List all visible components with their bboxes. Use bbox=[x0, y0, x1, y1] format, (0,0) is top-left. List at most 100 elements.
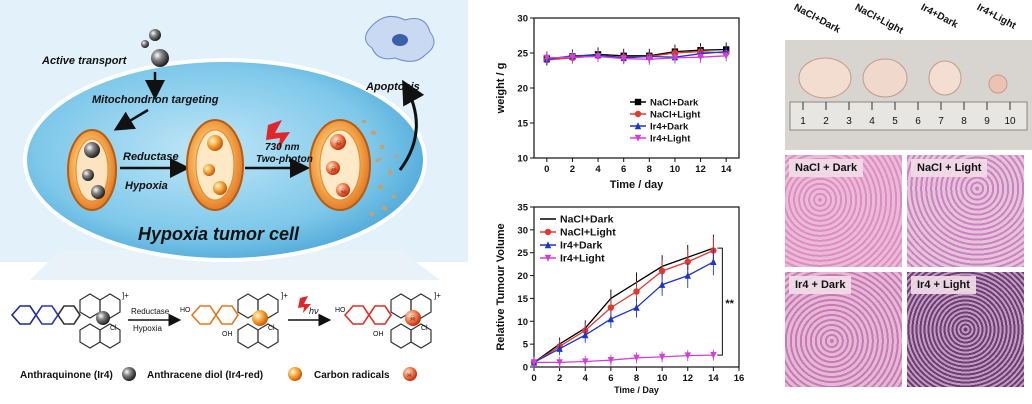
mitochondrion-1 bbox=[67, 129, 117, 211]
series-line-ir4-dark bbox=[533, 261, 714, 363]
x-tick-label: 2 bbox=[557, 373, 562, 384]
ruler-number: 2 bbox=[823, 116, 829, 127]
legend-entry-ir4-light: Ir4+Light bbox=[560, 253, 605, 265]
data-point bbox=[671, 54, 679, 62]
tumour-volume-chart: 0 5 10 15 20 25 30 35 0 2 4 6 8 10 12 14 16 Time / Day Rel… bbox=[495, 203, 744, 396]
svg-text:OH: OH bbox=[222, 331, 233, 338]
hypoxia-label: Hypoxia bbox=[125, 180, 168, 192]
x-tick-label: 12 bbox=[682, 373, 693, 384]
data-point bbox=[684, 352, 691, 360]
apoptosis-label: Apoptosis bbox=[365, 81, 420, 93]
data-point bbox=[569, 54, 576, 61]
series-line-ir4-light bbox=[534, 354, 714, 364]
x-tick-label: 0 bbox=[544, 164, 549, 175]
data-point bbox=[582, 331, 589, 339]
mito-targeting-label: Mitochondrion targeting bbox=[92, 94, 219, 106]
light-bolt-icon bbox=[266, 120, 290, 150]
tumor-ir4-light bbox=[988, 74, 1008, 94]
tumor-label-nacl-light: NaCl+Light bbox=[852, 2, 905, 37]
x-tick-label: 6 bbox=[621, 164, 626, 175]
data-point bbox=[658, 267, 666, 275]
series-line-nacl-dark bbox=[533, 247, 714, 363]
legend-marker bbox=[544, 241, 552, 249]
ruler-number: 5 bbox=[892, 116, 898, 127]
legend-orange-ball-icon bbox=[288, 367, 302, 381]
legend-entry-nacl-dark: NaCl+Dark bbox=[650, 98, 699, 109]
molecule-icon bbox=[149, 29, 161, 41]
targeting-arrow bbox=[113, 108, 149, 131]
ir-center-grey bbox=[96, 311, 110, 325]
ruler-number: 6 bbox=[915, 116, 921, 127]
legend-marker bbox=[634, 98, 642, 106]
two-photon-label: Two-photon bbox=[256, 154, 313, 165]
y-tick-label: 20 bbox=[517, 84, 528, 95]
scheme-hv: hν bbox=[309, 306, 319, 316]
data-point bbox=[620, 55, 627, 63]
svg-text:☠: ☠ bbox=[335, 139, 342, 148]
svg-text:OH: OH bbox=[373, 331, 384, 338]
ir4-structure bbox=[10, 305, 81, 325]
x-tick-label: 14 bbox=[721, 164, 732, 175]
significance-bracket bbox=[717, 247, 723, 356]
data-point bbox=[633, 288, 640, 295]
tumor-nacl-light bbox=[862, 58, 908, 98]
chemical-scheme: Cl ]+ Reductase Hypoxia HO OH Cl ]+ hν H… bbox=[10, 291, 441, 349]
svg-text:]+: ]+ bbox=[434, 291, 441, 300]
y-tick-label: 5 bbox=[523, 340, 529, 351]
svg-text:☠: ☠ bbox=[409, 314, 416, 323]
data-point bbox=[633, 303, 640, 311]
body-weight-chart: 10 15 20 25 30 0 2 4 6 8 10 12 14 Time / day weight / … bbox=[495, 14, 740, 191]
ruler-number: 10 bbox=[1004, 116, 1016, 127]
data-point bbox=[556, 345, 563, 352]
apoptotic-cell-icon bbox=[365, 15, 435, 62]
series-line-ir4-dark bbox=[546, 50, 727, 60]
legend-entry-ir4-dark: Ir4+Dark bbox=[650, 122, 689, 133]
data-point bbox=[722, 52, 730, 60]
ruler-number: 1 bbox=[800, 116, 806, 127]
legend-entry-nacl-light: NaCl+Light bbox=[560, 227, 616, 239]
data-point bbox=[646, 56, 653, 63]
legend-carbon-radicals: Carbon radicals bbox=[314, 370, 390, 381]
ruler-number: 9 bbox=[984, 116, 990, 127]
svg-text:HO: HO bbox=[180, 307, 191, 314]
x-tick-label: 14 bbox=[708, 373, 719, 384]
histology-label-ir4-light: Ir4 + Light bbox=[911, 276, 976, 294]
histology-label-ir4-dark: Ir4 + Dark bbox=[789, 276, 852, 294]
x-tick-label: 8 bbox=[634, 373, 639, 384]
x-axis-label: Time / Day bbox=[614, 385, 659, 395]
data-point bbox=[607, 304, 615, 311]
wavelength-label: 730 nm bbox=[265, 142, 300, 153]
legend-entry-ir4-dark: Ir4+Dark bbox=[560, 240, 602, 252]
significance-label: ** bbox=[725, 298, 734, 310]
svg-text:☠: ☠ bbox=[330, 165, 337, 174]
series-line-nacl-light bbox=[533, 249, 714, 363]
y-tick-label: 20 bbox=[517, 271, 528, 282]
svg-text:]+: ]+ bbox=[281, 291, 288, 300]
reductase-label: Reductase bbox=[123, 151, 179, 163]
y-axis-label: Relative Tumour Volume bbox=[495, 223, 507, 350]
legend-anthracene-diol: Anthracene diol (Ir4-red) bbox=[147, 370, 263, 381]
x-tick-label: 10 bbox=[657, 373, 668, 384]
x-tick-label: 10 bbox=[670, 164, 681, 175]
legend-marker bbox=[634, 134, 642, 142]
svg-text:Cl: Cl bbox=[110, 325, 117, 332]
y-tick-label: 35 bbox=[517, 203, 528, 214]
y-tick-label: 10 bbox=[517, 317, 528, 328]
tumor-label-ir4-light: Ir4+Light bbox=[974, 2, 1018, 32]
scheme-hypoxia: Hypoxia bbox=[133, 324, 162, 333]
ir-center-orange bbox=[252, 310, 268, 326]
x-tick-label: 4 bbox=[583, 373, 589, 384]
data-point bbox=[684, 258, 691, 266]
svg-text:]+: ]+ bbox=[122, 291, 129, 300]
data-point bbox=[530, 359, 538, 367]
legend-anthraquinone: Anthraquinone (Ir4) bbox=[20, 370, 113, 381]
ruler-number: 3 bbox=[846, 116, 852, 127]
tumor-nacl-dark bbox=[798, 57, 852, 99]
legend-marker bbox=[544, 228, 552, 236]
svg-text:☠: ☠ bbox=[406, 371, 412, 379]
y-tick-label: 15 bbox=[517, 294, 528, 305]
svg-text:Cl: Cl bbox=[421, 325, 428, 332]
y-tick-label: 25 bbox=[517, 49, 528, 60]
legend-entry-nacl-dark: NaCl+Dark bbox=[560, 214, 614, 226]
svg-text:HO: HO bbox=[335, 307, 346, 314]
